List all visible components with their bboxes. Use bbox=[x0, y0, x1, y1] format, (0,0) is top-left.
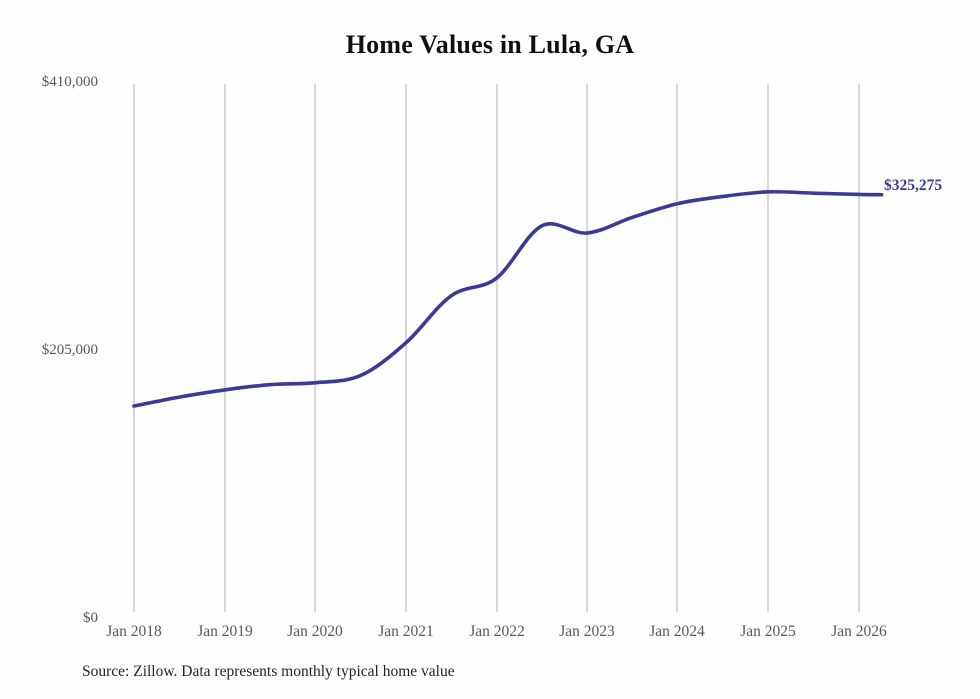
x-tick-label-0: Jan 2018 bbox=[106, 623, 162, 640]
y-tick-label-1: $205,000 bbox=[41, 342, 98, 358]
x-tick-label-4: Jan 2022 bbox=[469, 623, 525, 640]
x-tick-label-7: Jan 2025 bbox=[740, 623, 796, 640]
x-tick-label-5: Jan 2023 bbox=[559, 623, 615, 640]
x-tick-label-1: Jan 2019 bbox=[197, 623, 253, 640]
series-line-typical-home-value bbox=[132, 189, 884, 408]
chart-title: Home Values in Lula, GA bbox=[345, 30, 635, 59]
end-point-value-label: $325,275 bbox=[884, 177, 943, 194]
x-tick-label-3: Jan 2021 bbox=[378, 623, 434, 640]
y-tick-label-0: $410,000 bbox=[41, 74, 98, 90]
x-tick-label-6: Jan 2024 bbox=[649, 623, 705, 640]
x-tick-label-2: Jan 2020 bbox=[287, 623, 343, 640]
gridlines-group bbox=[133, 84, 860, 612]
x-tick-label-8: Jan 2026 bbox=[831, 623, 887, 640]
source-note: Source: Zillow. Data represents monthly … bbox=[82, 663, 455, 680]
y-tick-label-2: $0 bbox=[83, 610, 98, 626]
